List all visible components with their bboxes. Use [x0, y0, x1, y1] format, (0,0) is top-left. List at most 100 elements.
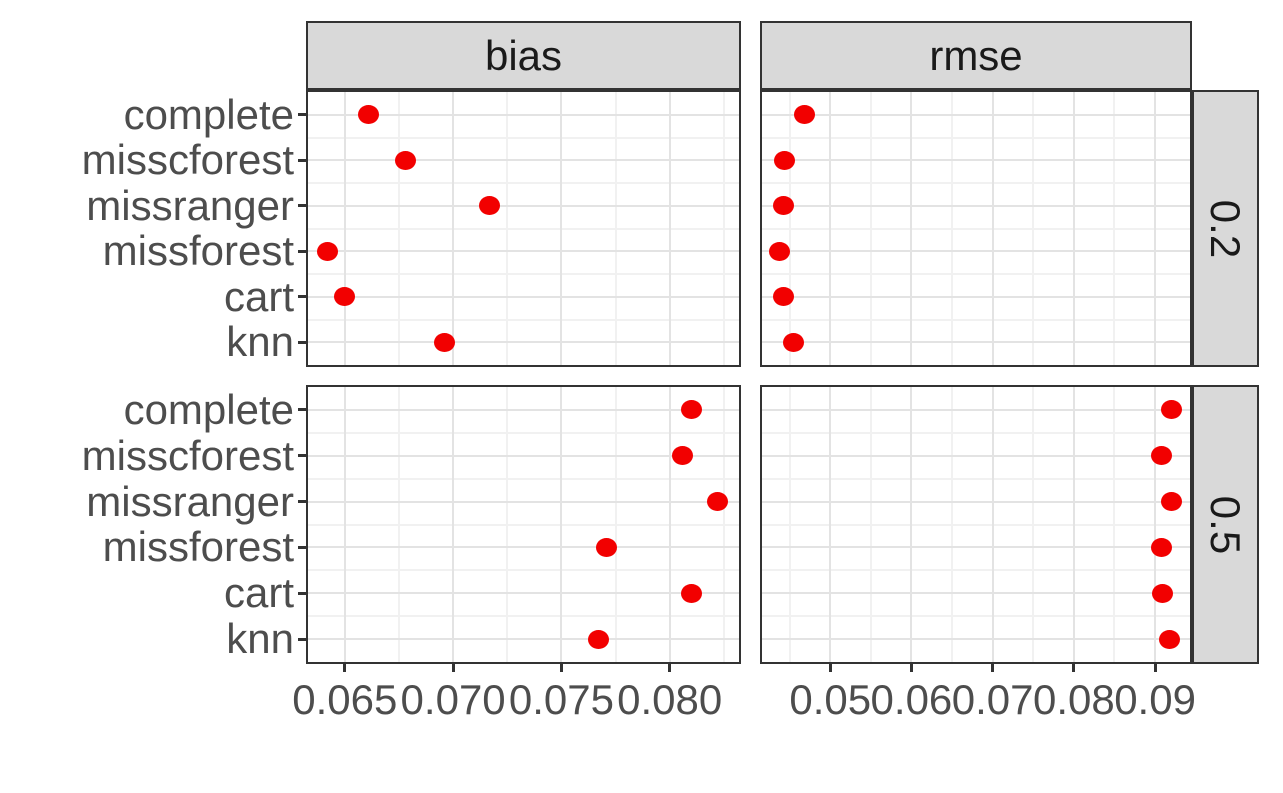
y-axis-label-missforest: missforest [102, 227, 294, 275]
data-point-missforest [596, 537, 618, 557]
x-axis-tick-label: 0.080 [617, 676, 723, 723]
y-axis-label-complete: complete [123, 90, 294, 138]
gridline-minor-horizontal [762, 523, 1190, 526]
data-point-misscforest [1151, 446, 1173, 466]
data-point-missforest [1151, 537, 1173, 557]
gridline-major-horizontal [308, 408, 739, 411]
x-axis-tick-mark [828, 664, 832, 672]
y-axis-tick-mark [298, 408, 306, 412]
gridline-minor-horizontal [762, 273, 1190, 275]
data-point-misscforest [394, 150, 416, 170]
gridline-minor-horizontal [308, 477, 739, 480]
x-axis-tick-label: 0.05 [789, 676, 872, 723]
y-axis-label-missranger: missranger [86, 181, 294, 229]
y-axis-tick-mark [298, 158, 306, 162]
data-point-missranger [479, 196, 501, 216]
x-axis-tick-label: 0.075 [508, 676, 614, 723]
data-point-knn [783, 332, 805, 352]
gridline-minor-horizontal [762, 136, 1190, 139]
gridline-minor-horizontal [308, 431, 739, 434]
data-point-misscforest [672, 446, 694, 466]
gridline-major-horizontal [308, 159, 739, 162]
gridline-minor-horizontal [308, 523, 739, 526]
gridline-major-horizontal [308, 250, 739, 253]
x-axis-tick-mark [668, 664, 672, 672]
x-axis-tick-label: 0.09 [1114, 676, 1196, 723]
gridline-major-vertical [560, 387, 563, 662]
gridline-major-vertical [910, 92, 913, 365]
gridline-minor-horizontal [762, 569, 1190, 572]
gridline-major-vertical [668, 92, 671, 365]
gridline-major-horizontal [308, 295, 739, 298]
gridline-major-horizontal [762, 113, 1190, 116]
data-point-complete [1160, 400, 1182, 420]
gridline-minor-horizontal [308, 136, 739, 139]
gridline-minor-horizontal [762, 182, 1190, 184]
facet-row-strip-label: 0.2 [1202, 199, 1250, 258]
facet-row-strip-label: 0.5 [1202, 495, 1250, 554]
gridline-major-horizontal [762, 546, 1190, 549]
y-axis-label-knn: knn [226, 318, 294, 366]
gridline-major-horizontal [308, 638, 739, 641]
gridline-major-horizontal [308, 341, 739, 344]
y-axis-label-missforest: missforest [102, 523, 294, 571]
gridline-major-horizontal [762, 204, 1190, 207]
gridline-major-horizontal [762, 500, 1190, 503]
gridline-minor-horizontal [308, 273, 739, 275]
gridline-major-vertical [991, 92, 994, 365]
data-point-misscforest [774, 150, 796, 170]
gridline-major-horizontal [308, 592, 739, 595]
gridline-major-vertical [560, 92, 563, 365]
gridline-major-vertical [452, 387, 455, 662]
gridline-major-horizontal [762, 454, 1190, 457]
y-axis-tick-mark [298, 204, 306, 208]
data-point-cart [680, 583, 702, 603]
facet-col-strip-rmse: rmse [760, 21, 1192, 90]
y-axis-tick-mark [298, 340, 306, 344]
facet-row-strip-0.5: 0.5 [1192, 385, 1259, 664]
gridline-major-horizontal [762, 408, 1190, 411]
gridline-major-horizontal [308, 204, 739, 207]
y-axis-tick-mark [298, 637, 306, 641]
x-axis-tick-mark [1153, 664, 1157, 672]
y-axis-tick-mark [298, 545, 306, 549]
y-axis-label-cart: cart [223, 569, 294, 617]
data-point-knn [587, 629, 609, 649]
x-axis-tick-label: 0.08 [1032, 676, 1115, 723]
y-axis-label-complete: complete [123, 385, 294, 433]
x-axis-tick-mark [559, 664, 563, 672]
x-axis-tick-mark [1072, 664, 1076, 672]
facet-row-strip-0.2: 0.2 [1192, 90, 1259, 367]
gridline-major-vertical [991, 387, 994, 662]
facet-col-strip-label: bias [484, 31, 563, 79]
x-axis-tick-mark [991, 664, 995, 672]
gridline-major-horizontal [308, 546, 739, 549]
data-point-missforest [316, 241, 338, 261]
y-axis-label-knn: knn [226, 615, 294, 663]
gridline-minor-horizontal [308, 615, 739, 618]
gridline-major-vertical [343, 387, 346, 662]
gridline-minor-horizontal [762, 477, 1190, 480]
y-axis-label-misscforest: misscforest [81, 136, 294, 184]
data-point-complete [680, 400, 702, 420]
y-axis-tick-mark [298, 249, 306, 253]
data-point-cart [1151, 583, 1173, 603]
gridline-major-vertical [343, 92, 346, 365]
y-axis-tick-mark [298, 454, 306, 458]
x-axis-tick-mark [909, 664, 913, 672]
data-point-missforest [768, 241, 790, 261]
data-point-knn [433, 332, 455, 352]
x-axis-tick-mark [343, 664, 347, 672]
gridline-minor-horizontal [308, 318, 739, 321]
data-point-missranger [1160, 492, 1182, 512]
gridline-major-vertical [829, 387, 832, 662]
facet-col-strip-bias: bias [306, 21, 741, 90]
y-axis-tick-mark [298, 500, 306, 504]
gridline-minor-horizontal [762, 318, 1190, 321]
gridline-minor-horizontal [762, 227, 1190, 230]
y-axis-label-misscforest: misscforest [81, 431, 294, 479]
gridline-major-vertical [829, 92, 832, 365]
gridline-minor-horizontal [762, 615, 1190, 618]
data-point-cart [334, 287, 356, 307]
